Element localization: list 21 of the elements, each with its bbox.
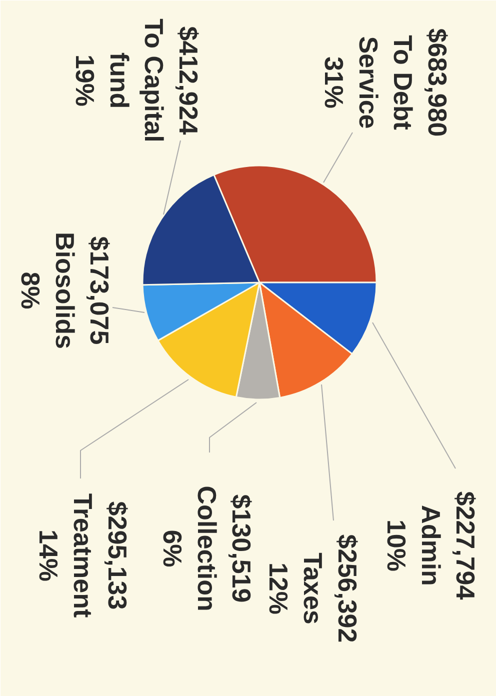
text: 10% (382, 519, 412, 572)
slice-label: Admin (416, 505, 446, 586)
text: 14% (34, 529, 64, 582)
text: 31% (319, 56, 349, 109)
data-label: $130,519 (226, 494, 256, 603)
data-label: $256,392 (332, 534, 362, 643)
data-label: $683,980 (422, 28, 452, 137)
text: 19% (70, 54, 100, 107)
slice-label: Treatment (68, 493, 98, 618)
data-label: $173,075 (84, 236, 114, 345)
text: 8% (16, 272, 46, 310)
data-label: $412,924 (174, 26, 204, 136)
slice-label: Biosolids (50, 232, 80, 350)
slice-label: Taxes (298, 552, 328, 624)
slice-label: To Capital fund (104, 18, 169, 142)
text: 12% (264, 562, 294, 615)
data-label: $227,794 (450, 491, 480, 600)
slice-label: Collection (192, 486, 222, 612)
slice-label: To Debt Service (354, 35, 418, 130)
data-label: $295,133 (102, 501, 132, 610)
text: 6% (158, 530, 188, 568)
